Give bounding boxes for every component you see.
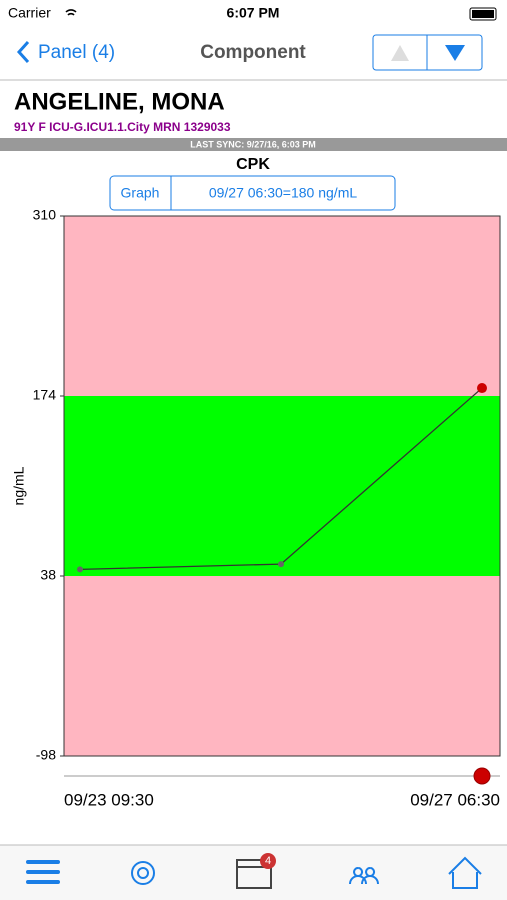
y-axis-label: ng/mL <box>11 466 27 505</box>
gear-center <box>137 867 149 879</box>
settings-tab[interactable] <box>131 861 155 885</box>
scrubber-handle[interactable] <box>473 767 491 785</box>
clock: 6:07 PM <box>227 5 280 21</box>
sync-bar <box>0 138 507 151</box>
badge-count: 4 <box>265 855 271 867</box>
plot-frame <box>63 215 501 757</box>
point <box>477 383 487 394</box>
nav-title: Component <box>200 42 306 63</box>
y-tick-label: -98 <box>36 747 56 763</box>
patient-details: 91Y F ICU-G.ICU1.1.City MRN 1329033 <box>14 120 231 134</box>
battery-level <box>472 10 494 18</box>
back-button[interactable]: Panel (4) <box>38 42 115 63</box>
y-tick-label: 174 <box>33 387 57 403</box>
menu-tab[interactable] <box>26 860 60 884</box>
reading: 09/27 06:30=180 ng/mL <box>209 185 358 201</box>
battery <box>469 7 497 21</box>
graph-tab[interactable]: Graph <box>121 185 160 201</box>
patient-name: ANGELINE, MONA <box>14 88 225 115</box>
x-tick-label: 09/23 09:30 <box>64 790 154 809</box>
x-tick-label: 09/27 06:30 <box>410 790 500 809</box>
badge <box>260 853 276 869</box>
y-tick-label: 310 <box>33 207 57 223</box>
point <box>77 566 83 573</box>
down-button[interactable] <box>445 45 465 61</box>
sync-text: LAST SYNC: 9/27/16, 6:03 PM <box>190 139 316 149</box>
y-tick-label: 38 <box>40 567 56 583</box>
selector <box>109 175 396 211</box>
carrier: Carrier <box>8 5 51 21</box>
inbox-tab[interactable] <box>236 859 272 889</box>
chart: -98 38 174 310 09/23 09:30 09/27 06:30 <box>33 207 501 809</box>
chart-title: CPK <box>236 156 270 173</box>
back-chevron[interactable] <box>16 40 30 64</box>
team-tab[interactable] <box>349 867 379 885</box>
point <box>278 561 284 568</box>
wifi-icon <box>65 9 77 16</box>
home-tab[interactable] <box>448 856 482 889</box>
normal-band <box>64 396 500 576</box>
tab-bar <box>0 845 507 900</box>
up-button[interactable] <box>391 45 409 61</box>
